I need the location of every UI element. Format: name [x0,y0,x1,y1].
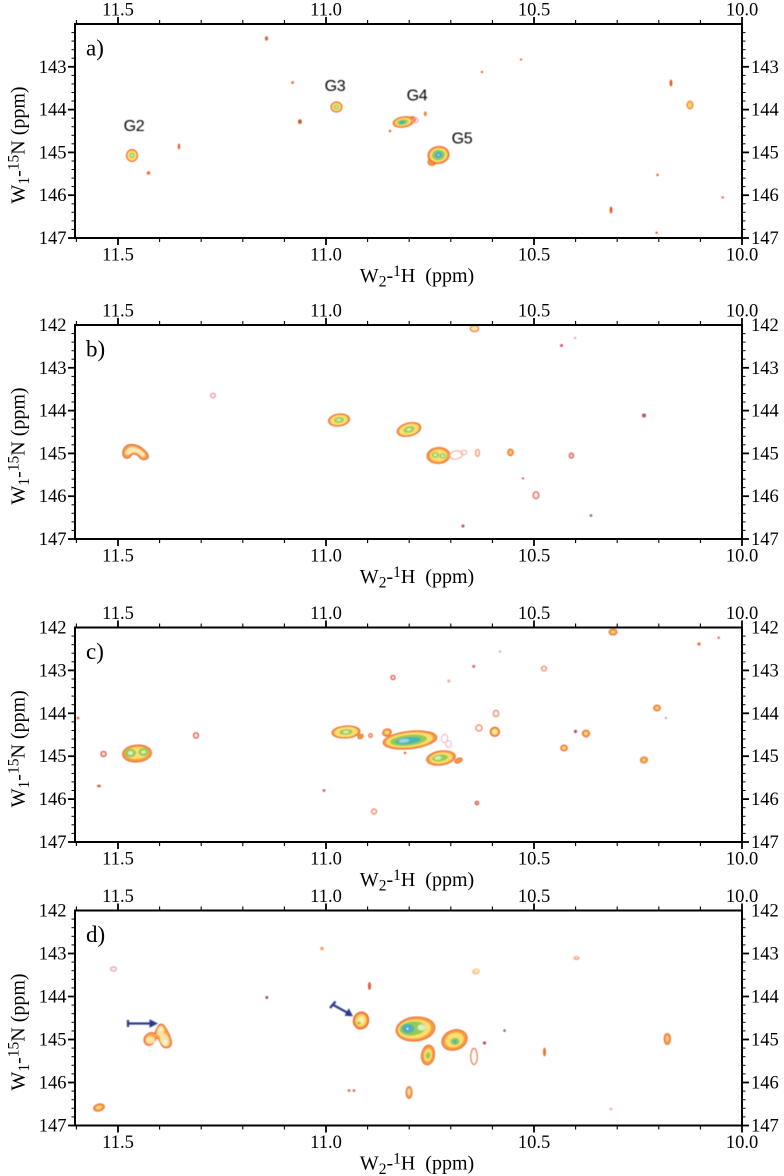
svg-text:10.0: 10.0 [726,887,758,907]
svg-text:146: 146 [39,1074,67,1094]
svg-text:147: 147 [751,833,779,853]
svg-text:11.5: 11.5 [102,850,134,870]
svg-text:142: 142 [751,316,779,336]
svg-text:143: 143 [751,359,779,379]
svg-text:d): d) [86,922,105,947]
svg-text:11.0: 11.0 [310,547,342,567]
svg-text:11.0: 11.0 [310,1,342,21]
svg-text:10.5: 10.5 [518,1,550,21]
svg-text:11.0: 11.0 [310,1133,342,1153]
svg-text:145: 145 [751,143,779,163]
svg-text:10.0: 10.0 [726,850,758,870]
svg-text:146: 146 [39,186,67,206]
svg-text:10.0: 10.0 [726,604,758,624]
svg-text:11.5: 11.5 [102,302,134,322]
svg-text:W2-1H (ppm): W2-1H (ppm) [360,1151,474,1176]
svg-text:11.0: 11.0 [310,302,342,322]
svg-text:144: 144 [751,704,779,724]
svg-text:144: 144 [39,402,67,422]
svg-text:10.0: 10.0 [726,547,758,567]
svg-text:144: 144 [751,101,779,121]
svg-text:146: 146 [39,790,67,810]
svg-text:11.5: 11.5 [102,1,134,21]
svg-text:142: 142 [39,902,67,922]
svg-text:W1-15N (ppm): W1-15N (ppm) [6,690,34,807]
svg-text:142: 142 [39,316,67,336]
svg-text:G5: G5 [452,131,473,148]
svg-text:144: 144 [751,988,779,1008]
svg-text:144: 144 [751,402,779,422]
svg-text:142: 142 [751,902,779,922]
svg-text:147: 147 [751,1117,779,1137]
svg-text:W2-1H (ppm): W2-1H (ppm) [360,564,474,592]
svg-text:11.5: 11.5 [102,1133,134,1153]
svg-text:10.5: 10.5 [518,604,550,624]
svg-text:146: 146 [751,790,779,810]
svg-text:147: 147 [39,229,67,249]
svg-text:143: 143 [39,945,67,965]
svg-text:10.0: 10.0 [726,302,758,322]
svg-text:10.5: 10.5 [518,246,550,266]
svg-text:a): a) [86,36,104,61]
svg-text:10.0: 10.0 [726,1133,758,1153]
svg-text:144: 144 [39,101,67,121]
svg-text:144: 144 [39,704,67,724]
svg-text:W2-1H (ppm): W2-1H (ppm) [360,263,474,291]
svg-text:145: 145 [751,1031,779,1051]
svg-text:147: 147 [39,530,67,550]
svg-text:10.5: 10.5 [518,1133,550,1153]
svg-text:143: 143 [751,58,779,78]
svg-text:11.0: 11.0 [310,887,342,907]
svg-text:c): c) [86,639,104,664]
svg-text:G3: G3 [325,78,346,95]
svg-text:144: 144 [39,988,67,1008]
svg-text:10.0: 10.0 [726,246,758,266]
svg-text:10.5: 10.5 [518,302,550,322]
svg-text:147: 147 [751,229,779,249]
svg-text:146: 146 [751,1074,779,1094]
svg-text:G2: G2 [124,118,145,135]
svg-text:145: 145 [751,747,779,767]
svg-text:W1-15N (ppm): W1-15N (ppm) [6,973,34,1090]
svg-text:143: 143 [39,359,67,379]
svg-text:143: 143 [39,661,67,681]
svg-text:10.5: 10.5 [518,887,550,907]
svg-text:W1-15N (ppm): W1-15N (ppm) [6,387,34,504]
svg-text:147: 147 [751,530,779,550]
svg-text:b): b) [86,337,105,362]
svg-text:11.5: 11.5 [102,604,134,624]
svg-text:G4: G4 [407,88,428,105]
svg-text:142: 142 [39,619,67,639]
svg-text:143: 143 [751,661,779,681]
svg-text:W1-15N (ppm): W1-15N (ppm) [6,86,34,203]
svg-text:10.5: 10.5 [518,850,550,870]
svg-text:142: 142 [751,619,779,639]
svg-text:147: 147 [39,1117,67,1137]
svg-text:147: 147 [39,833,67,853]
svg-text:11.0: 11.0 [310,850,342,870]
svg-text:146: 146 [751,186,779,206]
svg-text:11.0: 11.0 [310,246,342,266]
svg-text:11.5: 11.5 [102,246,134,266]
svg-text:W2-1H (ppm): W2-1H (ppm) [360,867,474,895]
svg-text:11.5: 11.5 [102,547,134,567]
svg-text:146: 146 [751,487,779,507]
svg-text:10.0: 10.0 [726,1,758,21]
svg-text:11.5: 11.5 [102,887,134,907]
svg-text:145: 145 [751,444,779,464]
svg-text:145: 145 [39,1031,67,1051]
svg-text:145: 145 [39,747,67,767]
svg-text:145: 145 [39,444,67,464]
svg-text:145: 145 [39,143,67,163]
svg-text:143: 143 [39,58,67,78]
svg-text:146: 146 [39,487,67,507]
svg-text:11.0: 11.0 [310,604,342,624]
svg-text:10.5: 10.5 [518,547,550,567]
svg-text:143: 143 [751,945,779,965]
